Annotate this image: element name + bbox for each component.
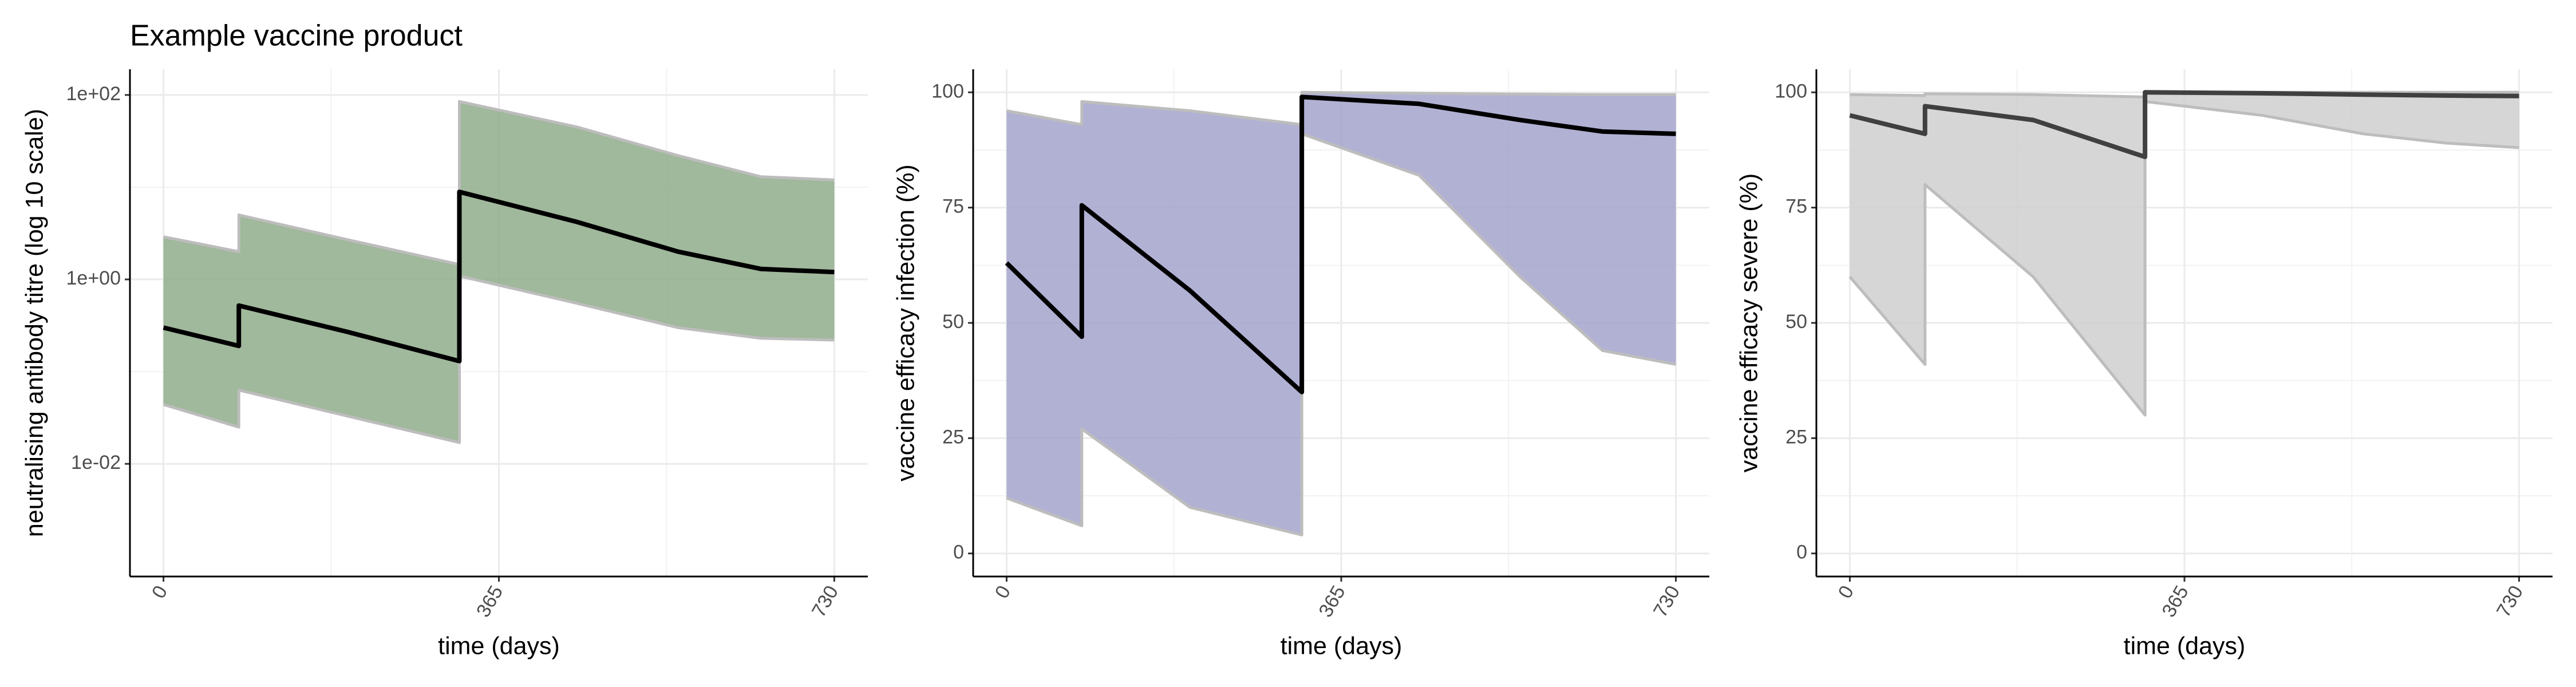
x-axis-label: time (days) <box>438 632 560 660</box>
y-tick-label: 100 <box>931 80 964 102</box>
data-line <box>163 100 835 266</box>
x-tick-label: 0 <box>148 582 172 602</box>
y-tick-label: 25 <box>1785 426 1807 448</box>
x-axis-label: time (days) <box>1281 632 1402 660</box>
data-line <box>163 189 835 364</box>
y-tick-label: 75 <box>942 196 964 218</box>
y-tick-label: 50 <box>942 311 964 333</box>
chart-title: Example vaccine product <box>130 19 463 53</box>
x-tick-label: 365 <box>1314 582 1349 621</box>
y-tick-label: 75 <box>1785 196 1807 218</box>
ribbon <box>1850 92 2519 416</box>
y-tick-label: 1e+00 <box>66 267 121 289</box>
ribbon <box>163 101 835 443</box>
y-axis-label: neutralising antibody titre (log 10 scal… <box>21 109 48 537</box>
data-line <box>1848 100 2519 417</box>
x-tick-label: 730 <box>1649 582 1684 621</box>
y-axis-label: vaccine efficacy severe (%) <box>1735 173 1763 473</box>
x-tick-label: 0 <box>991 582 1015 602</box>
y-tick-label: 25 <box>942 426 964 448</box>
x-tick-label: 730 <box>2492 582 2527 621</box>
data-line <box>1005 94 1676 394</box>
y-tick-label: 1e-02 <box>71 452 121 473</box>
y-tick-label: 100 <box>1775 80 1807 102</box>
x-tick-label: 0 <box>1834 582 1858 602</box>
ribbon <box>1006 92 1676 535</box>
x-axis-label: time (days) <box>2124 632 2246 660</box>
y-axis-label: vaccine efficacy infection (%) <box>892 164 919 481</box>
y-tick-label: 1e+02 <box>66 83 121 105</box>
y-tick-label: 0 <box>953 542 964 563</box>
data-line <box>1849 90 2519 160</box>
x-tick-label: 365 <box>2158 582 2192 621</box>
x-tick-label: 365 <box>472 582 507 621</box>
y-tick-label: 50 <box>1785 311 1807 333</box>
y-tick-label: 0 <box>1796 542 1807 563</box>
x-tick-label: 730 <box>808 582 843 621</box>
